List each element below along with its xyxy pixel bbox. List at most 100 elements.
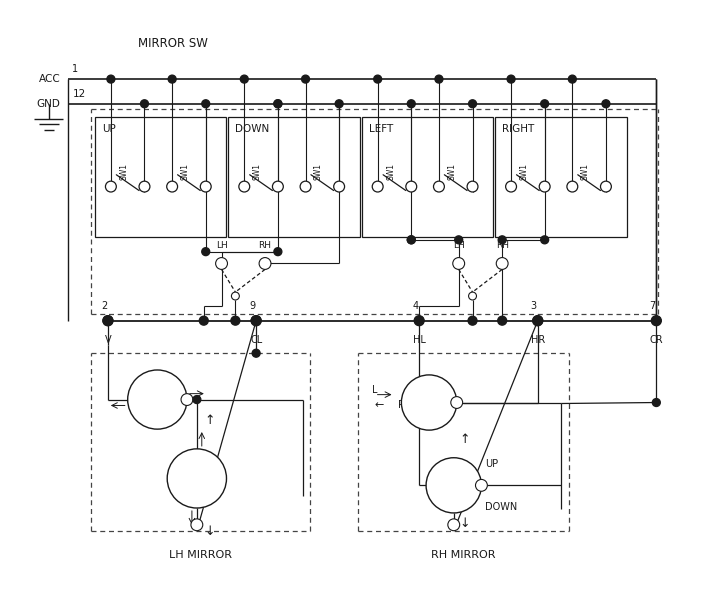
Text: LEFT: LEFT bbox=[369, 125, 393, 135]
Circle shape bbox=[105, 181, 116, 192]
Circle shape bbox=[103, 316, 113, 325]
Circle shape bbox=[451, 396, 463, 408]
Circle shape bbox=[652, 316, 661, 325]
Text: 9: 9 bbox=[249, 301, 255, 311]
Bar bbox=[362, 117, 494, 237]
Text: ↓: ↓ bbox=[460, 517, 470, 530]
Circle shape bbox=[468, 316, 477, 325]
Circle shape bbox=[453, 257, 465, 269]
Text: HR: HR bbox=[531, 336, 545, 346]
Circle shape bbox=[540, 100, 549, 108]
Text: M: M bbox=[449, 480, 458, 491]
Circle shape bbox=[273, 181, 283, 192]
Circle shape bbox=[300, 181, 311, 192]
Text: LH: LH bbox=[216, 241, 227, 250]
Text: CR: CR bbox=[650, 336, 663, 346]
Text: V: V bbox=[104, 336, 111, 346]
Circle shape bbox=[301, 75, 310, 83]
Circle shape bbox=[433, 181, 444, 192]
Circle shape bbox=[239, 181, 250, 192]
Circle shape bbox=[406, 181, 416, 192]
Circle shape bbox=[507, 75, 515, 83]
Text: DOWN: DOWN bbox=[485, 502, 517, 512]
Circle shape bbox=[191, 519, 203, 530]
Circle shape bbox=[651, 316, 661, 325]
Circle shape bbox=[259, 257, 271, 269]
Circle shape bbox=[539, 181, 550, 192]
Circle shape bbox=[335, 100, 343, 108]
Circle shape bbox=[372, 181, 383, 192]
Circle shape bbox=[202, 248, 210, 256]
Text: 3: 3 bbox=[531, 301, 537, 311]
Circle shape bbox=[415, 316, 423, 325]
Text: LH: LH bbox=[453, 241, 465, 250]
Circle shape bbox=[139, 181, 150, 192]
Circle shape bbox=[435, 75, 443, 83]
Circle shape bbox=[216, 257, 228, 269]
Circle shape bbox=[231, 316, 240, 325]
Circle shape bbox=[168, 449, 226, 508]
Circle shape bbox=[498, 316, 507, 325]
Circle shape bbox=[374, 75, 381, 83]
Text: UP: UP bbox=[485, 459, 498, 468]
Text: ↑: ↑ bbox=[205, 414, 215, 427]
Circle shape bbox=[533, 316, 543, 325]
Text: SW1: SW1 bbox=[314, 163, 323, 179]
Text: SW1: SW1 bbox=[580, 163, 590, 179]
Text: ↑: ↑ bbox=[460, 433, 470, 446]
Circle shape bbox=[475, 479, 487, 491]
Text: RH: RH bbox=[259, 241, 271, 250]
Text: MIRROR SW: MIRROR SW bbox=[137, 36, 207, 49]
Circle shape bbox=[168, 75, 176, 83]
Circle shape bbox=[569, 75, 576, 83]
Text: ←: ← bbox=[375, 401, 384, 411]
Circle shape bbox=[107, 75, 115, 83]
Circle shape bbox=[567, 181, 578, 192]
Text: CL: CL bbox=[250, 336, 262, 346]
Circle shape bbox=[407, 100, 415, 108]
Circle shape bbox=[468, 100, 477, 108]
Circle shape bbox=[402, 375, 457, 430]
Circle shape bbox=[601, 181, 611, 192]
Text: GND: GND bbox=[36, 99, 60, 108]
Text: 2: 2 bbox=[101, 301, 107, 311]
Circle shape bbox=[103, 316, 113, 325]
Text: L: L bbox=[372, 384, 377, 395]
Circle shape bbox=[128, 370, 187, 429]
Circle shape bbox=[496, 257, 508, 269]
Circle shape bbox=[448, 519, 460, 530]
Circle shape bbox=[653, 399, 660, 406]
Circle shape bbox=[193, 396, 200, 403]
Circle shape bbox=[426, 458, 482, 513]
Text: RH MIRROR: RH MIRROR bbox=[431, 551, 496, 560]
Circle shape bbox=[167, 181, 177, 192]
Text: SW1: SW1 bbox=[252, 163, 261, 179]
Circle shape bbox=[334, 181, 345, 192]
Circle shape bbox=[407, 236, 415, 244]
Circle shape bbox=[231, 292, 239, 300]
Text: SW1: SW1 bbox=[386, 163, 395, 179]
Text: SW1: SW1 bbox=[180, 163, 189, 179]
Circle shape bbox=[274, 100, 282, 108]
Text: ACC: ACC bbox=[39, 74, 60, 84]
Text: 12: 12 bbox=[72, 89, 86, 99]
Circle shape bbox=[251, 316, 261, 325]
Circle shape bbox=[468, 292, 477, 300]
Text: UP: UP bbox=[102, 125, 116, 135]
Circle shape bbox=[467, 181, 478, 192]
Circle shape bbox=[274, 100, 282, 108]
Text: SW1: SW1 bbox=[119, 163, 128, 179]
Text: R: R bbox=[398, 401, 404, 411]
Circle shape bbox=[407, 236, 415, 244]
Circle shape bbox=[181, 393, 193, 405]
Bar bbox=[95, 117, 226, 237]
Text: 4: 4 bbox=[412, 301, 418, 311]
Circle shape bbox=[252, 349, 260, 357]
Circle shape bbox=[533, 316, 543, 325]
Text: M: M bbox=[424, 398, 434, 408]
Circle shape bbox=[414, 316, 424, 325]
Circle shape bbox=[202, 100, 210, 108]
Text: SW1: SW1 bbox=[519, 163, 529, 179]
Text: 7: 7 bbox=[649, 301, 655, 311]
Text: LH MIRROR: LH MIRROR bbox=[170, 551, 232, 560]
